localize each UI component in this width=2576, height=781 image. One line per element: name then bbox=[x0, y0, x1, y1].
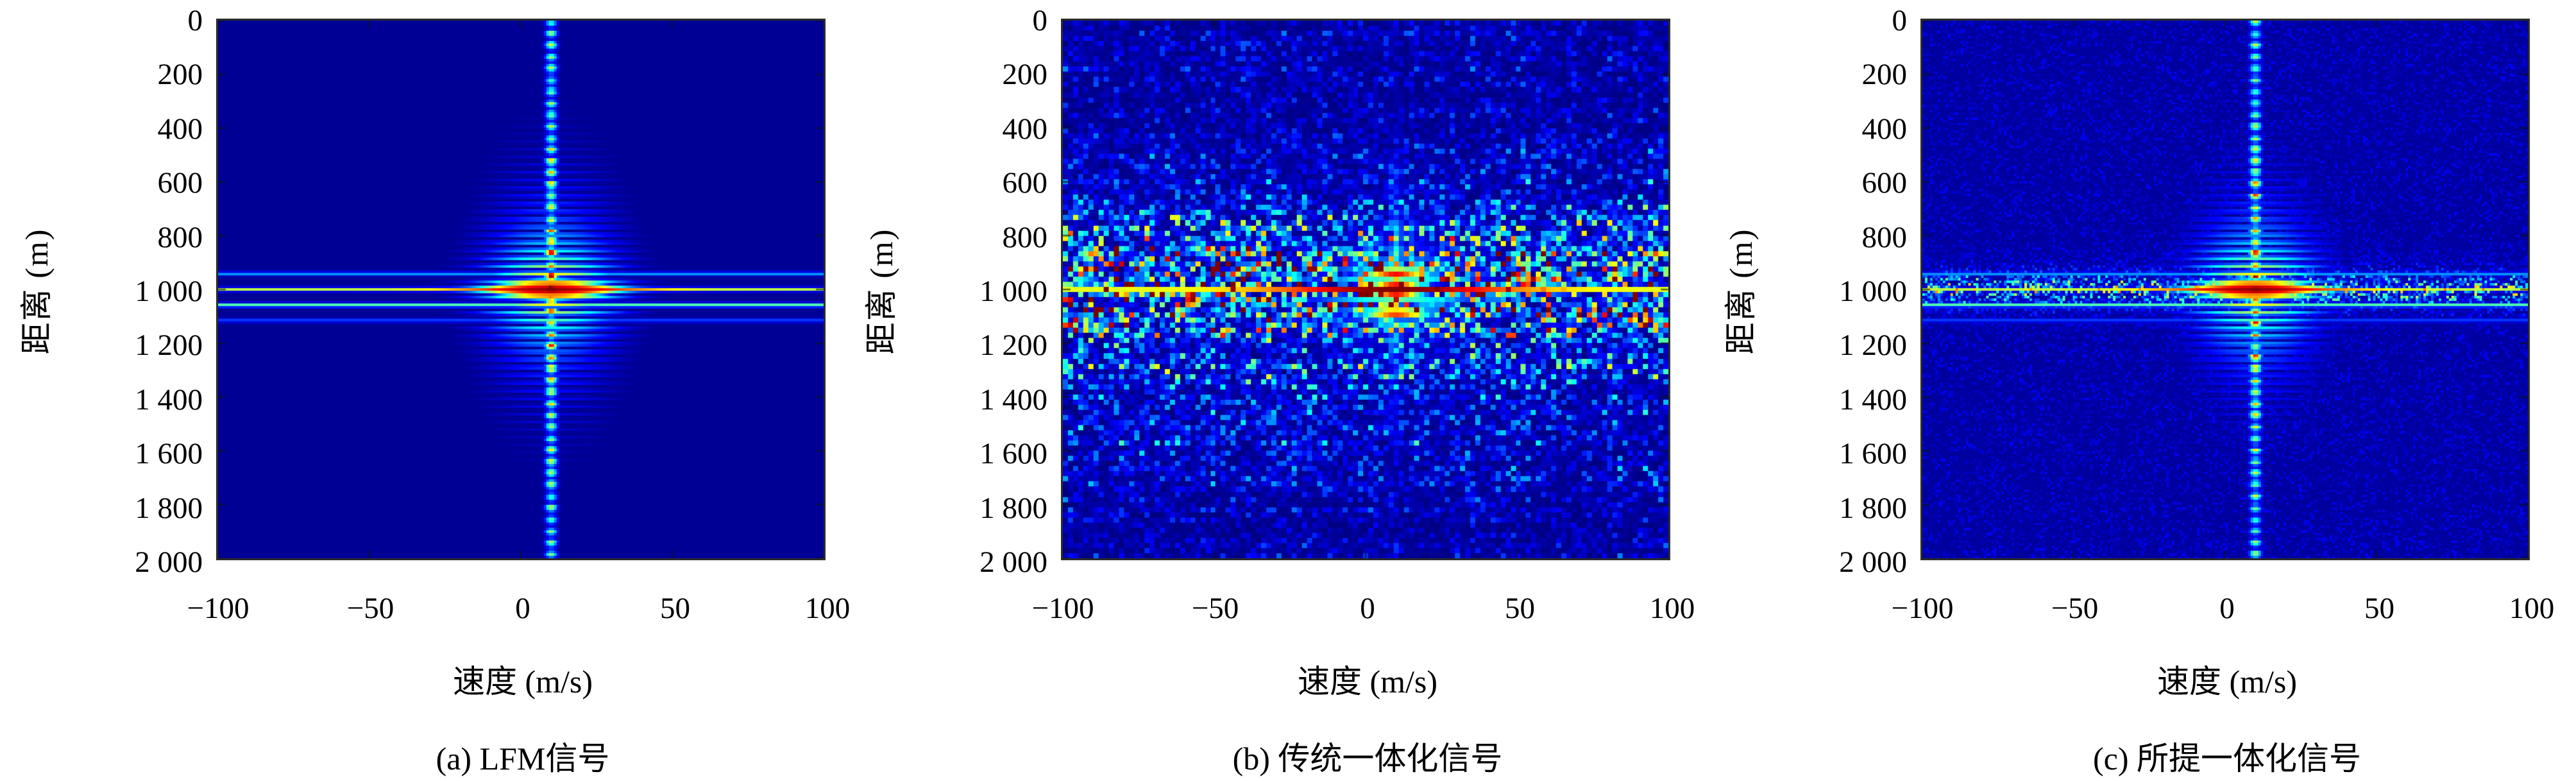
panel-caption-c: (c) 所提一体化信号 bbox=[2093, 741, 2361, 777]
x-tick-label: 50 bbox=[2364, 592, 2394, 625]
y-tick-label: 0 bbox=[1032, 4, 1048, 37]
x-tick-label: 0 bbox=[515, 592, 530, 625]
x-tick-label: 100 bbox=[804, 592, 851, 625]
y-tick-label: 0 bbox=[1892, 4, 1908, 37]
x-tick-label: 50 bbox=[1505, 592, 1535, 625]
y-tick-label: 200 bbox=[1002, 58, 1048, 92]
y-tick-label: 200 bbox=[1861, 58, 1908, 92]
y-axis-label-a: 距离 (m) bbox=[19, 228, 55, 355]
x-tick-label: −50 bbox=[346, 592, 394, 625]
panel-caption-a: (a) LFM信号 bbox=[436, 741, 610, 777]
y-tick-label: 1 400 bbox=[1839, 382, 1907, 416]
heatmap-canvas-c bbox=[1922, 21, 2528, 558]
x-axis-label-c: 速度 (m/s) bbox=[2157, 664, 2298, 699]
y-tick-label: 600 bbox=[157, 166, 203, 200]
y-tick-label: 1 000 bbox=[1839, 275, 1907, 308]
panel-caption-b: (b) 传统一体化信号 bbox=[1232, 741, 1503, 777]
y-tick-label: 600 bbox=[1002, 166, 1048, 200]
y-tick-label: 1 200 bbox=[135, 329, 203, 363]
x-tick-label: 0 bbox=[1360, 592, 1375, 625]
y-tick-label: 800 bbox=[157, 220, 203, 254]
heatmap-canvas-a bbox=[218, 21, 824, 558]
x-tick-label: 100 bbox=[1649, 592, 1695, 625]
x-tick-label: 100 bbox=[2509, 592, 2555, 625]
y-tick-label: 800 bbox=[1002, 220, 1048, 254]
plot-frame-b bbox=[1061, 19, 1670, 560]
y-tick-label: 1 800 bbox=[1839, 491, 1907, 525]
y-tick-label: 1 600 bbox=[979, 437, 1047, 471]
y-tick-label: 200 bbox=[157, 58, 203, 92]
y-tick-label: 800 bbox=[1861, 220, 1908, 254]
plot-frame-a bbox=[216, 19, 826, 560]
x-tick-label: −100 bbox=[1031, 592, 1094, 625]
y-tick-label: 0 bbox=[187, 4, 203, 37]
x-tick-label: −100 bbox=[187, 592, 250, 625]
y-axis-label-c: 距离 (m) bbox=[1723, 228, 1759, 355]
y-axis-label-b: 距离 (m) bbox=[863, 228, 899, 355]
y-tick-label: 1 800 bbox=[979, 491, 1047, 525]
y-tick-label: 2 000 bbox=[979, 545, 1047, 579]
x-tick-label: −50 bbox=[2051, 592, 2099, 625]
x-tick-label: 50 bbox=[660, 592, 690, 625]
x-tick-label: −50 bbox=[1191, 592, 1239, 625]
y-tick-label: 2 000 bbox=[135, 545, 203, 579]
heatmap-canvas-b bbox=[1063, 21, 1668, 558]
y-tick-label: 1 200 bbox=[979, 329, 1047, 363]
y-tick-label: 1 600 bbox=[135, 437, 203, 471]
x-axis-label-a: 速度 (m/s) bbox=[452, 664, 593, 699]
y-tick-label: 400 bbox=[157, 112, 203, 146]
y-tick-label: 400 bbox=[1861, 112, 1908, 146]
plot-frame-c bbox=[1920, 19, 2530, 560]
y-tick-label: 1 200 bbox=[1839, 329, 1907, 363]
x-axis-label-b: 速度 (m/s) bbox=[1297, 664, 1438, 699]
y-tick-label: 1 800 bbox=[135, 491, 203, 525]
y-tick-label: 2 000 bbox=[1839, 545, 1907, 579]
y-tick-label: 600 bbox=[1861, 166, 1908, 200]
y-tick-label: 400 bbox=[1002, 112, 1048, 146]
y-tick-label: 1 400 bbox=[135, 382, 203, 416]
x-tick-label: 0 bbox=[2219, 592, 2235, 625]
y-tick-label: 1 000 bbox=[135, 275, 203, 308]
x-tick-label: −100 bbox=[1891, 592, 1954, 625]
y-tick-label: 1 400 bbox=[979, 382, 1047, 416]
y-tick-label: 1 600 bbox=[1839, 437, 1907, 471]
y-tick-label: 1 000 bbox=[979, 275, 1047, 308]
